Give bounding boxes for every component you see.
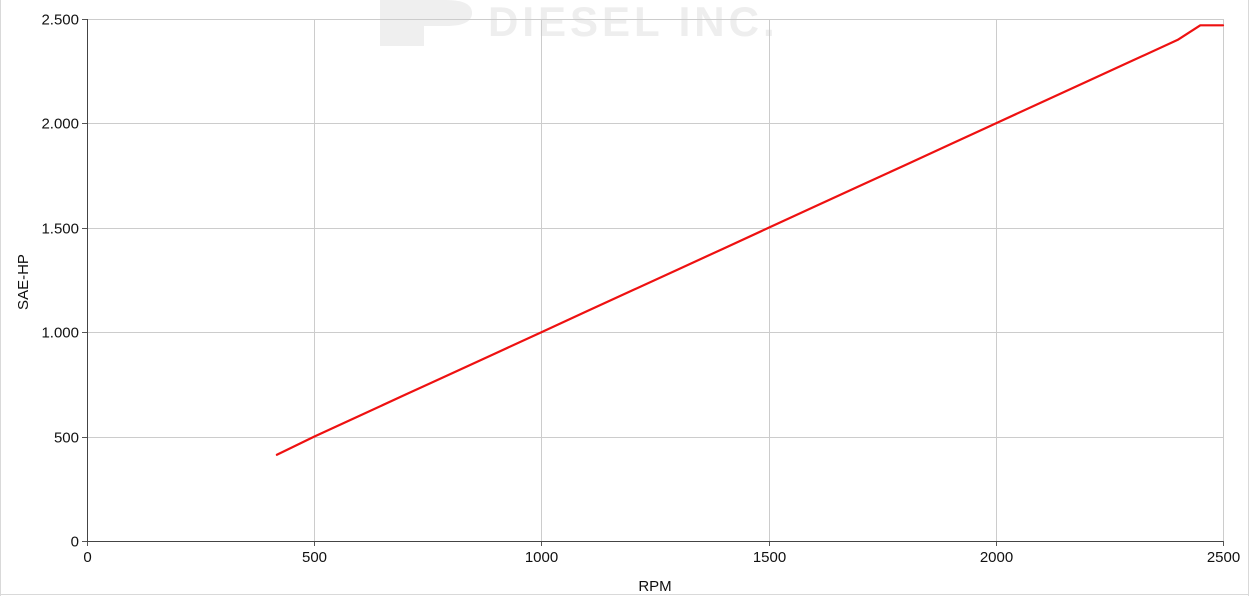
x-tick-label: 2000 [980, 549, 1013, 566]
x-axis-tick-labels: 0 500 1000 1500 2000 2500 [83, 549, 1240, 566]
y-tick-label: 1.000 [41, 325, 79, 342]
y-tick-label: 0 [71, 534, 79, 551]
x-tick-label: 500 [302, 549, 327, 566]
y-tick-label: 1.500 [41, 221, 79, 238]
frame-border-left [0, 0, 1, 596]
frame-border-right [1248, 0, 1249, 596]
y-tick-label: 2.500 [41, 12, 79, 29]
gridlines [87, 19, 1224, 541]
frame-border-bottom [0, 594, 1249, 595]
y-axis-tick-labels: 0 500 1.000 1.500 2.000 2.500 [41, 12, 79, 551]
x-axis-title: RPM [638, 578, 671, 595]
series-line [275, 24, 1225, 456]
watermark-text: DIESEL INC. [488, 0, 779, 45]
data-series [275, 24, 1225, 456]
x-tick-label: 0 [83, 549, 91, 566]
x-tick-label: 1500 [753, 549, 786, 566]
axes [82, 19, 1224, 546]
x-tick-label: 1000 [525, 549, 558, 566]
y-axis-title: SAE-HP [15, 254, 32, 310]
y-tick-label: 500 [54, 430, 79, 447]
x-tick-label: 2500 [1207, 549, 1240, 566]
watermark: DIESEL INC. [380, 0, 779, 46]
y-tick-label: 2.000 [41, 116, 79, 133]
watermark-logo-mark [380, 0, 472, 46]
